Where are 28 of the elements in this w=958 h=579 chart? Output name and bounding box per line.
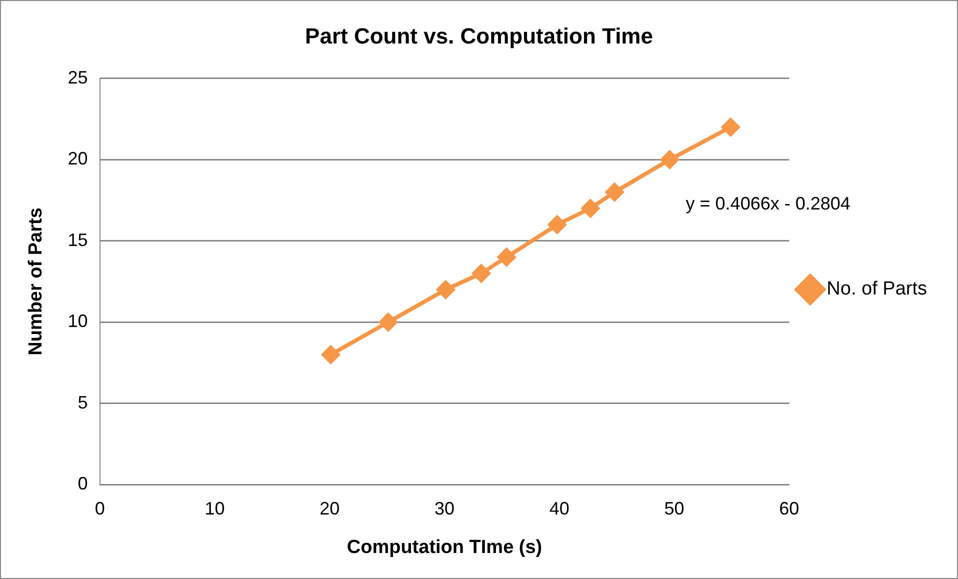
x-tick-label: 20 bbox=[320, 498, 340, 518]
annotation: y = 0.4066x - 0.2804 bbox=[686, 193, 850, 214]
x-tick-label: 30 bbox=[434, 498, 455, 518]
point bbox=[722, 118, 740, 136]
x-tick-label: 50 bbox=[664, 498, 684, 518]
x-tick-label: 60 bbox=[779, 498, 800, 518]
legend-label: No. of Parts bbox=[826, 278, 928, 300]
chart-title: Part Count vs. Computation Time bbox=[305, 23, 653, 48]
point bbox=[322, 346, 340, 364]
point bbox=[498, 248, 516, 266]
point bbox=[660, 150, 679, 169]
y-tick-label: 25 bbox=[68, 67, 88, 88]
y-tick-label: 5 bbox=[78, 392, 88, 412]
y-tick-label: 20 bbox=[68, 148, 88, 169]
y-tick-label: 15 bbox=[68, 230, 88, 250]
x-tick-label: 40 bbox=[549, 498, 570, 518]
y-tick-label: 10 bbox=[68, 311, 88, 332]
point bbox=[581, 199, 600, 218]
point bbox=[379, 313, 398, 332]
y-tick-label: 0 bbox=[78, 474, 88, 494]
x-tick-label: 0 bbox=[94, 498, 105, 518]
point bbox=[548, 216, 566, 234]
point bbox=[606, 183, 624, 202]
x-axis-title: Computation TIme (s) bbox=[346, 536, 542, 558]
point bbox=[436, 280, 455, 299]
point bbox=[472, 264, 490, 282]
y-axis-title: Number of Parts bbox=[26, 208, 47, 356]
x-tick-label: 10 bbox=[204, 498, 225, 518]
